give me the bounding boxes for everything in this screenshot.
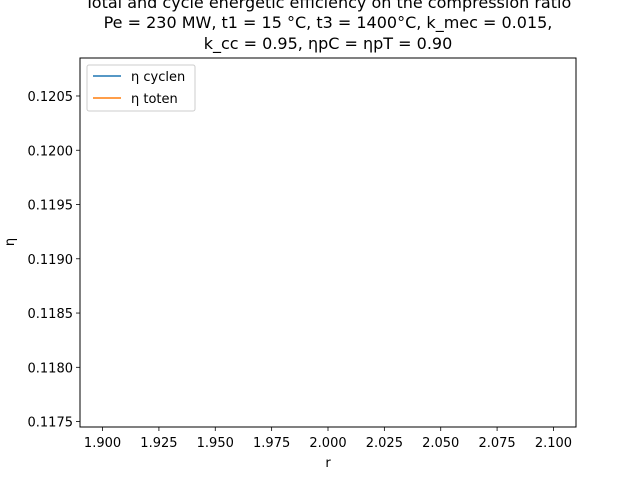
legend-label-eta-cyclen: η cyclen — [131, 70, 185, 85]
y-tick-label: 0.1200 — [28, 144, 74, 159]
x-tick-label: 2.050 — [422, 436, 459, 451]
x-tick-label: 2.025 — [366, 436, 403, 451]
legend: η cyclen η toten — [86, 64, 196, 112]
x-axis-label: r — [325, 456, 331, 471]
chart-title-line-1: Total and cycle energetic efficiency on … — [84, 0, 571, 12]
legend-label-eta-toten: η toten — [131, 92, 178, 107]
x-axis-ticks: 1.900 1.925 1.950 1.975 2.000 2.025 2.050 2.075… — [84, 427, 572, 451]
y-tick-label: 0.1205 — [28, 90, 74, 105]
y-tick-label: 0.1195 — [28, 199, 74, 214]
y-tick-label: 0.1175 — [28, 416, 74, 431]
x-tick-label: 2.075 — [478, 436, 515, 451]
plot-area — [80, 58, 576, 427]
x-tick-label: 1.925 — [140, 436, 177, 451]
y-tick-label: 0.1180 — [28, 361, 74, 376]
chart-title-line-2: Pe = 230 MW, t1 = 15 °C, t3 = 1400°C, k_… — [104, 13, 553, 33]
y-axis-ticks: 0.1175 0.1180 0.1185 0.1190 0.1195 0.1200 0.12… — [28, 90, 80, 431]
y-tick-label: 0.1185 — [28, 307, 74, 322]
y-axis-label: η — [3, 238, 18, 246]
chart-title-line-3: k_cc = 0.95, ηpC = ηpT = 0.90 — [204, 34, 453, 54]
y-tick-label: 0.1190 — [28, 253, 74, 268]
x-tick-label: 1.950 — [197, 436, 234, 451]
x-tick-label: 2.000 — [309, 436, 346, 451]
x-tick-label: 2.100 — [535, 436, 572, 451]
x-tick-label: 1.975 — [253, 436, 290, 451]
chart-title: Total and cycle energetic efficiency on … — [84, 0, 571, 54]
x-tick-label: 1.900 — [84, 436, 121, 451]
